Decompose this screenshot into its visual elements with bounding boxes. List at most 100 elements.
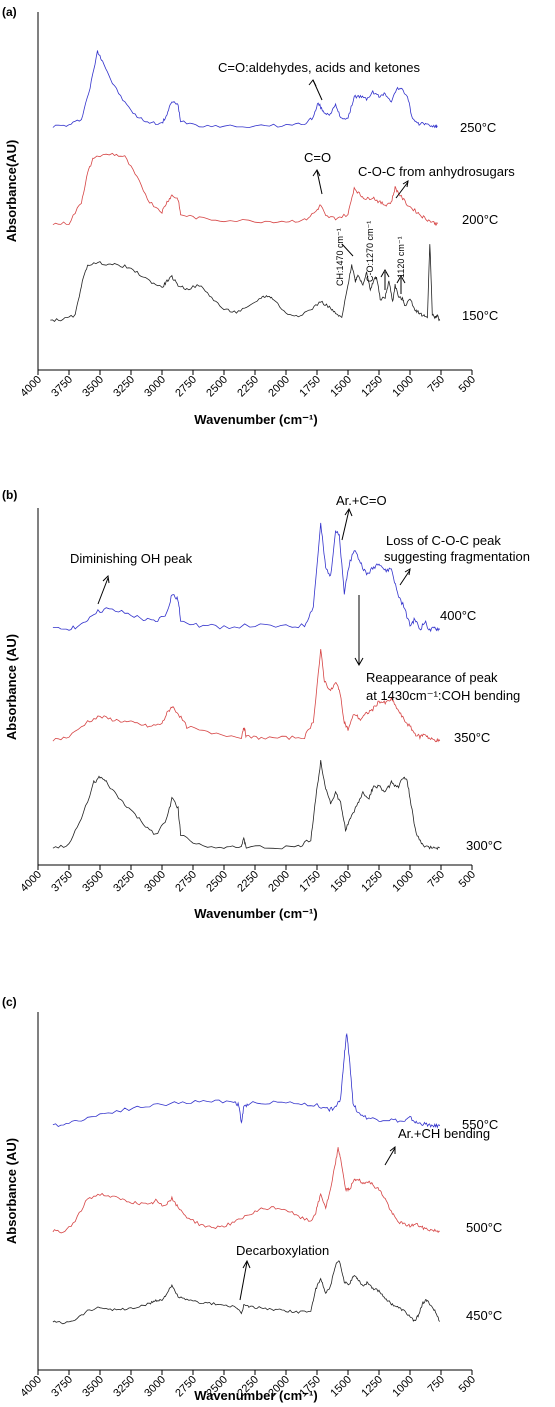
- x-tick-label: 3500: [80, 1374, 106, 1400]
- panel-b-traces: [52, 522, 441, 851]
- panel-b-x-ticks: 4000 3750 3500 3250 3000 2750 2500 2250 2000 1750…: [18, 865, 478, 894]
- x-tick-label: 2250: [235, 374, 261, 400]
- panel-a-x-ticks: 4000 3750 3500 3250 3000 2750 2500 2250 2000 1750…: [18, 370, 478, 399]
- annotation-diminishing-oh: Diminishing OH peak: [70, 551, 193, 566]
- panel-b: (b) 4000 3750 3500 3250 3000 2750 2500 2250 2000…: [2, 488, 530, 921]
- x-tick-label: 500: [457, 1374, 478, 1395]
- series-label-200c: 200°C: [462, 212, 498, 227]
- x-tick-label: 1500: [328, 869, 354, 895]
- series-label-550c: 550°C: [462, 1117, 498, 1132]
- arrow-loss-coc: [399, 569, 411, 586]
- series-label-500c: 500°C: [466, 1220, 502, 1235]
- series-label-150c: 150°C: [462, 308, 498, 323]
- trace-400c: [52, 522, 441, 633]
- x-tick-label: 3000: [142, 869, 168, 895]
- annotation-coc-anhydrosugars: C-O-C from anhydrosugars: [358, 164, 515, 179]
- x-tick-label: 2000: [266, 869, 292, 895]
- arrow-head-ar-ch-bending: [389, 1145, 396, 1154]
- x-tick-label: 2250: [235, 869, 261, 895]
- annotation-ar-ch-bending: Ar.+CH bending: [398, 1126, 490, 1141]
- x-tick-label: 3250: [111, 374, 137, 400]
- panel-c-y-label: Absorbance (AU): [4, 1138, 19, 1244]
- x-tick-label: 2500: [204, 869, 230, 895]
- trace-300c: [52, 760, 440, 851]
- arrow-ar-ch-bending: [384, 1147, 396, 1166]
- x-tick-label: 3750: [49, 374, 75, 400]
- arrow-head-decarboxylation: [242, 1259, 251, 1269]
- annotation-ar-co: Ar.+C=O: [336, 493, 387, 508]
- arrow-diminishing-oh: [97, 577, 109, 605]
- arrow-head-co: [312, 169, 321, 177]
- x-tick-label: 1000: [390, 1374, 416, 1400]
- annotation-coh-bending: at 1430cm⁻¹:COH bending: [366, 688, 520, 703]
- annotation-reappearance: Reappearance of peak: [366, 670, 498, 685]
- panel-c-x-label: Wavenumber (cm⁻¹): [194, 1388, 317, 1403]
- x-tick-label: 2500: [204, 374, 230, 400]
- annotation-decarboxylation: Decarboxylation: [236, 1243, 329, 1258]
- panel-a-label: (a): [2, 5, 17, 19]
- x-tick-label: 1500: [328, 1374, 354, 1400]
- arrow-coc: [395, 181, 409, 199]
- annotation-loss-coc: Loss of C-O-C peak: [386, 533, 501, 548]
- x-tick-label: 750: [426, 1374, 447, 1395]
- trace-500c: [52, 1147, 440, 1234]
- annotation-ch-1470: CH:1470 cm⁻¹: [335, 228, 345, 286]
- x-tick-label: 500: [457, 869, 478, 890]
- x-tick-label: 4000: [18, 869, 44, 895]
- annotation-carbonyl-aldehydes: C=O:aldehydes, acids and ketones: [218, 60, 420, 75]
- panel-a: (a) 4000 3750 3500 3250 3000 2750 2500 2250 2000…: [2, 5, 515, 427]
- arrow-head-co-1270: [380, 268, 390, 278]
- arrow-head-diminishing-oh: [102, 574, 110, 584]
- series-label-300c: 300°C: [466, 838, 502, 853]
- panel-a-traces: [50, 50, 441, 322]
- x-tick-label: 1250: [359, 374, 385, 400]
- trace-250c: [52, 50, 438, 129]
- trace-550c: [52, 1032, 441, 1129]
- x-tick-label: 3250: [111, 869, 137, 895]
- x-tick-label: 1000: [390, 869, 416, 895]
- trace-200c: [52, 152, 438, 227]
- x-tick-label: 2750: [173, 869, 199, 895]
- x-tick-label: 3000: [142, 1374, 168, 1400]
- x-tick-label: 4000: [18, 1374, 44, 1400]
- panel-b-label: (b): [2, 488, 17, 502]
- panel-c: (c) 4000 3750 3500 3250 3000 2750 2500 2250 2000…: [2, 995, 502, 1403]
- trace-150c: [50, 244, 441, 322]
- x-tick-label: 1250: [359, 1374, 385, 1400]
- annotation-co: C=O: [304, 150, 331, 165]
- x-tick-label: 2000: [266, 374, 292, 400]
- series-label-350c: 350°C: [454, 730, 490, 745]
- series-label-400c: 400°C: [440, 608, 476, 623]
- x-tick-label: 1750: [297, 869, 323, 895]
- x-tick-label: 4000: [18, 374, 44, 400]
- arrow-co: [316, 170, 323, 195]
- arrow-decarboxylation: [239, 1261, 248, 1301]
- panel-c-label: (c): [2, 995, 17, 1009]
- x-tick-label: 3500: [80, 869, 106, 895]
- panel-a-x-label: Wavenumber (cm⁻¹): [194, 412, 317, 427]
- x-tick-label: 3000: [142, 374, 168, 400]
- arrow-head-carbonyl-aldehydes: [308, 79, 317, 87]
- x-tick-label: 750: [426, 374, 447, 395]
- panel-b-x-label: Wavenumber (cm⁻¹): [194, 906, 317, 921]
- x-tick-label: 1500: [328, 374, 354, 400]
- x-tick-label: 500: [457, 374, 478, 395]
- panel-a-y-label: Absorbance(AU): [4, 140, 19, 243]
- trace-350c: [52, 649, 441, 743]
- arrow-head-reappearance: [354, 657, 364, 667]
- arrow-head-1120: [396, 274, 406, 284]
- annotation-1120: 1120 cm⁻¹: [396, 236, 406, 278]
- annotation-co-1270: C-O:1270 cm⁻¹: [365, 221, 375, 282]
- arrow-head-loss-coc: [404, 568, 411, 576]
- trace-450c: [52, 1260, 441, 1325]
- x-tick-label: 3750: [49, 1374, 75, 1400]
- x-tick-label: 1750: [297, 374, 323, 400]
- arrow-ar-co: [341, 509, 350, 541]
- x-tick-label: 3750: [49, 869, 75, 895]
- arrow-ch-1470: [341, 243, 354, 257]
- x-tick-label: 3500: [80, 374, 106, 400]
- x-tick-label: 2750: [173, 374, 199, 400]
- x-tick-label: 750: [426, 869, 447, 890]
- arrow-head-coc: [402, 180, 409, 188]
